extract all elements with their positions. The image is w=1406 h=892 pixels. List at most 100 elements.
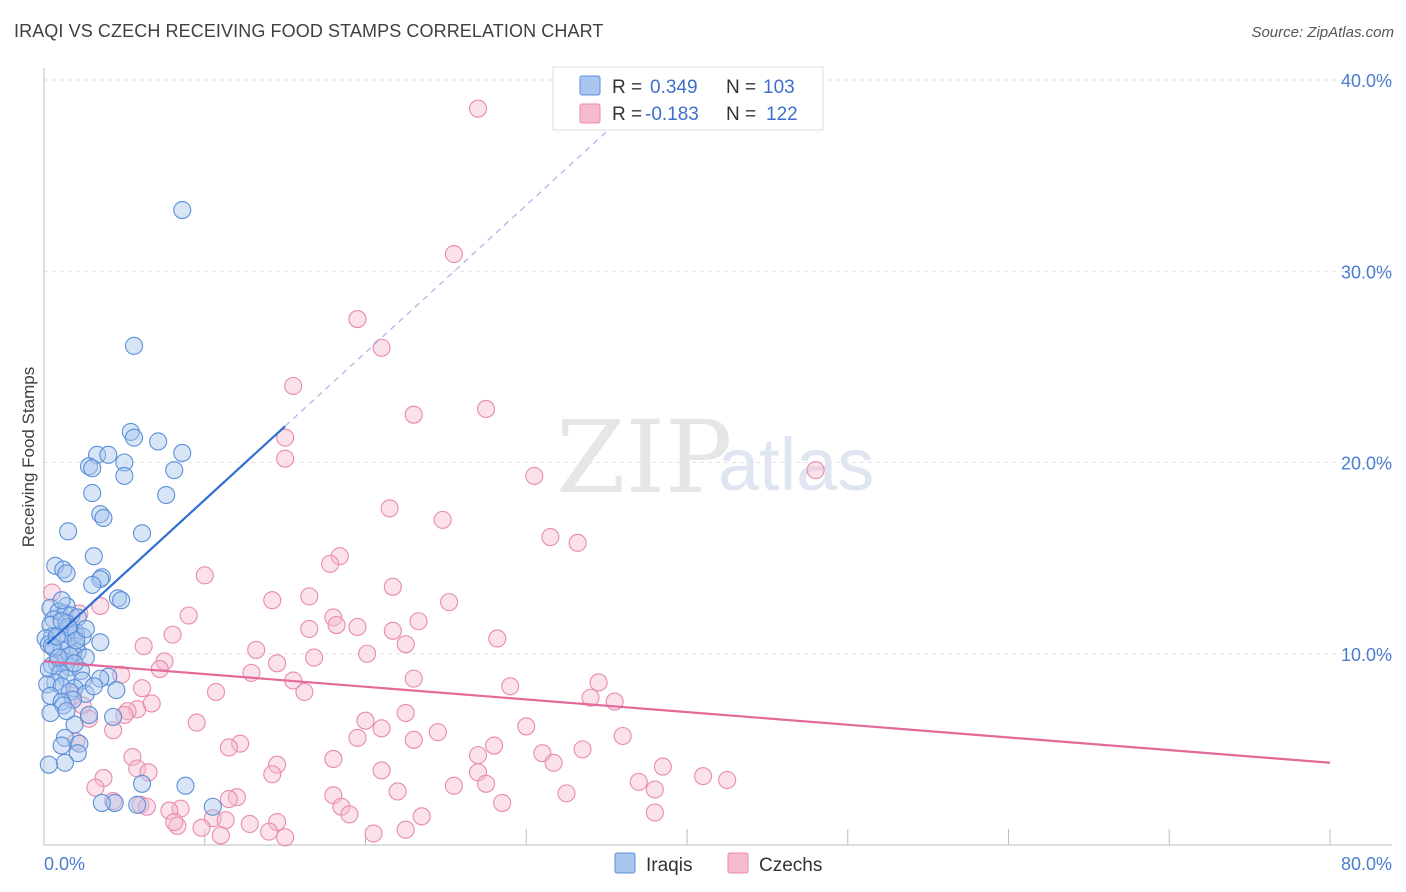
- iraqis-point: [71, 661, 91, 681]
- iraqis-point: [149, 432, 168, 451]
- czechs-point: [356, 711, 375, 730]
- czechs-point: [428, 723, 447, 742]
- watermark-atlas-text: atlas: [718, 423, 874, 506]
- czechs-point: [718, 770, 737, 790]
- czechs-point: [340, 805, 359, 824]
- gridlines: [44, 79, 1392, 655]
- czechs-point: [42, 583, 62, 602]
- czechs-point: [268, 755, 287, 774]
- iraqis-point: [76, 648, 95, 667]
- iraqis-point: [79, 705, 99, 725]
- iraqis-point: [76, 619, 95, 638]
- iraqis-point: [65, 715, 84, 734]
- czechs-point: [187, 713, 206, 732]
- chart-title: IRAQI VS CZECH RECEIVING FOOD STAMPS COR…: [14, 21, 604, 41]
- czechs-point: [216, 811, 235, 830]
- czechs-point: [433, 510, 452, 529]
- czechs-point: [91, 596, 110, 615]
- iraqis-point: [104, 707, 123, 726]
- y-tick-label: 10.0%: [1341, 645, 1392, 665]
- iraqis-point: [115, 453, 134, 472]
- czechs-point: [348, 310, 367, 329]
- czechs-point: [133, 679, 152, 698]
- czechs-point: [358, 644, 377, 663]
- czechs-point: [557, 784, 576, 803]
- czechs-point: [501, 677, 520, 696]
- czechs-point: [300, 587, 319, 606]
- czechs-point: [440, 593, 459, 612]
- czechs-point: [305, 648, 324, 667]
- czechs-point: [444, 776, 463, 795]
- iraqis-point: [173, 201, 192, 220]
- czechs-trend-line: [43, 660, 1331, 764]
- y-tick-labels: 10.0% 20.0% 30.0% 40.0%: [1341, 71, 1392, 665]
- iraqis-point: [57, 564, 76, 583]
- czechs-point: [295, 682, 314, 702]
- iraqis-point: [83, 459, 102, 478]
- iraqis-point: [203, 797, 222, 816]
- czechs-point: [348, 617, 367, 637]
- czechs-point: [240, 814, 259, 834]
- iraqis-point: [176, 776, 195, 795]
- czechs-point: [263, 765, 282, 784]
- czechs-point: [263, 591, 282, 610]
- iraqis-point: [70, 734, 89, 753]
- bottom-legend-iraqis-swatch-icon: [614, 852, 636, 874]
- czechs-point: [276, 828, 295, 847]
- czechs-point: [300, 619, 319, 638]
- iraqis-point: [91, 633, 110, 652]
- czechs-point: [86, 778, 105, 797]
- czechs-point: [134, 637, 153, 656]
- czechs-point: [139, 763, 158, 782]
- iraqis-point: [84, 677, 103, 696]
- czechs-point: [348, 728, 367, 747]
- iraqis-point: [124, 428, 144, 447]
- axes: [43, 68, 1392, 846]
- czechs-point: [468, 746, 488, 765]
- czechs-point: [468, 99, 488, 118]
- iraqis-point: [83, 484, 102, 503]
- czechs-point: [629, 772, 648, 791]
- iraqis-point: [63, 690, 82, 709]
- iraqis-point: [112, 591, 131, 610]
- iraqis-r-value: 0.349: [650, 77, 698, 98]
- y-tick-label: 30.0%: [1341, 262, 1392, 282]
- czechs-point: [806, 461, 825, 480]
- czechs-point: [694, 767, 713, 786]
- czechs-point: [581, 688, 600, 707]
- czechs-point: [485, 736, 504, 755]
- czechs-point: [231, 734, 250, 753]
- czechs-point: [396, 703, 415, 723]
- czechs-point: [179, 606, 198, 625]
- czechs-point: [380, 499, 399, 518]
- x-tick-label-min: 0.0%: [44, 854, 85, 874]
- iraqis-point: [55, 753, 74, 772]
- czechs-point: [396, 635, 415, 654]
- iraqis-trend-line: [46, 425, 286, 645]
- iraqis-point: [38, 675, 57, 694]
- iraqis-point: [94, 508, 113, 528]
- x-tick-label-max: 80.0%: [1341, 854, 1392, 874]
- czechs-point: [544, 753, 563, 772]
- czechs-point: [409, 612, 428, 631]
- iraqis-point: [133, 774, 152, 793]
- czechs-point: [276, 449, 295, 468]
- iraqis-point: [39, 755, 58, 774]
- iraqis-point: [99, 445, 118, 464]
- czechs-point: [115, 705, 134, 725]
- iraqis-point: [68, 744, 87, 763]
- czechs-point: [573, 740, 592, 759]
- czechs-point: [404, 405, 423, 424]
- czechs-point: [444, 244, 463, 264]
- czechs-point: [372, 761, 391, 780]
- czechs-point: [525, 466, 544, 485]
- source-label: Source: ZipAtlas.com: [1251, 24, 1394, 41]
- czechs-point: [247, 640, 266, 659]
- czechs-point: [330, 547, 349, 566]
- x-ticks: [204, 829, 1331, 845]
- watermark-zip-text: ZIP: [556, 399, 732, 516]
- iraqis-point: [133, 524, 152, 543]
- iraqis-point: [41, 703, 60, 723]
